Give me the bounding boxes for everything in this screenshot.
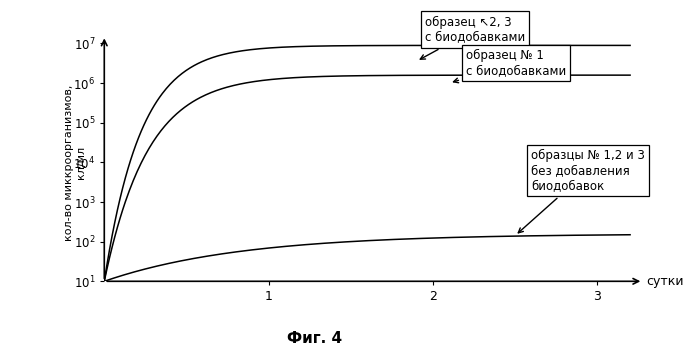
- Text: Фиг. 4: Фиг. 4: [287, 330, 342, 346]
- Text: образец ↖2, 3
с биодобавками: образец ↖2, 3 с биодобавками: [420, 16, 525, 59]
- Text: кол-во миккроорганизмов,
кл/мл: кол-во миккроорганизмов, кл/мл: [64, 84, 85, 240]
- Text: образцы № 1,2 и 3
без добавления
биодобавок: образцы № 1,2 и 3 без добавления биодоба…: [518, 149, 645, 233]
- Text: сутки: сутки: [647, 275, 684, 288]
- Text: образец № 1
с биодобавками: образец № 1 с биодобавками: [454, 49, 566, 83]
